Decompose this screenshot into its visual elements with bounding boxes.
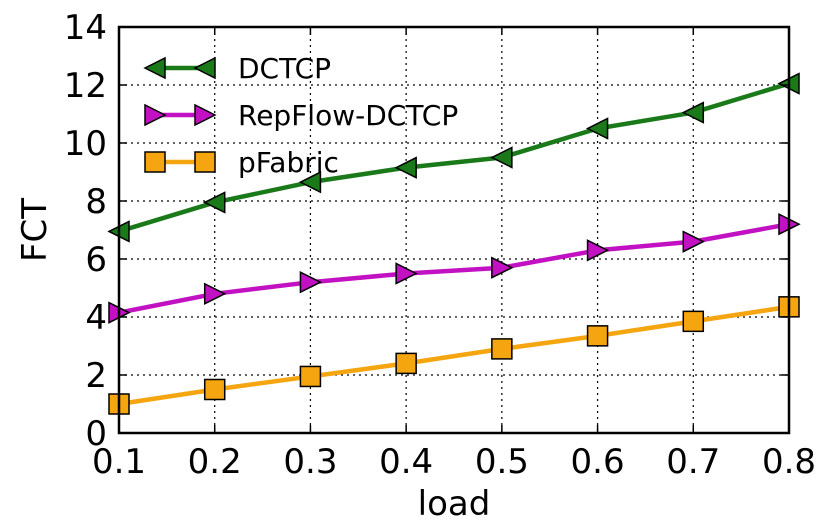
data-point-pfabric: [395, 352, 417, 375]
series-line-pfabric: [118, 304, 790, 407]
series-dctcp: [107, 72, 800, 243]
ticks: 0.1 0.2 0.3 0.4 0.5 0.6 0.7 0.8 0 2 4 6 8 10 12 14: [64, 8, 816, 482]
series-line-repflow-dctcp: [118, 221, 790, 315]
data-point-dctcp: [203, 191, 226, 214]
data-point-dctcp: [585, 117, 609, 140]
y-tick-label: 14: [64, 8, 107, 48]
legend-marker: [193, 56, 216, 80]
data-point-dctcp: [490, 146, 513, 169]
y-tick-label: 6: [85, 240, 107, 280]
data-point-pfabric: [586, 325, 609, 347]
y-tick-label: 4: [85, 298, 107, 338]
series-repflow-dctcp: [108, 212, 801, 324]
data-point-pfabric: [682, 310, 705, 333]
legend-marker: [194, 103, 217, 127]
data-point-dctcp: [298, 170, 322, 194]
legend-item-dctcp: DCTCP: [143, 52, 331, 85]
series-line-dctcp: [118, 81, 790, 234]
plot-frame: [117, 25, 791, 435]
data-point-repflow-dctcp: [203, 282, 227, 306]
x-tick-label: 0.3: [283, 442, 337, 482]
legend-label: RepFlow-DCTCP: [238, 99, 458, 132]
x-axis-label: load: [418, 484, 491, 522]
x-tick-label: 0.5: [475, 442, 529, 482]
data-point-pfabric: [491, 338, 513, 360]
y-tick-label: 2: [85, 356, 107, 396]
x-tick-label: 0.7: [666, 442, 720, 482]
legend-marker: [143, 56, 166, 80]
y-tick-label: 0: [85, 414, 107, 454]
x-tick-label: 0.4: [379, 442, 433, 482]
data-point-pfabric: [299, 365, 322, 388]
legend-marker: [144, 103, 167, 127]
legend: DCTCP RepFlow-DCTCP pFabric: [143, 52, 458, 179]
grid: [118, 26, 790, 434]
y-axis-label: FCT: [15, 198, 55, 262]
legend-item-pfabric: pFabric: [144, 146, 339, 179]
legend-label: pFabric: [238, 146, 339, 179]
series-group: [107, 72, 801, 415]
data-point-repflow-dctcp: [395, 262, 418, 285]
y-tick-label: 10: [64, 124, 107, 164]
data-point-pfabric: [203, 378, 226, 401]
x-tick-label: 0.1: [92, 442, 146, 482]
legend-item-repflow-dctcp: RepFlow-DCTCP: [144, 99, 458, 132]
data-point-repflow-dctcp: [491, 256, 514, 279]
data-point-dctcp: [681, 101, 705, 124]
y-tick-label: 8: [85, 182, 107, 222]
legend-marker: [144, 151, 166, 173]
series-pfabric: [108, 296, 800, 415]
legend-marker: [194, 151, 216, 173]
legend-label: DCTCP: [238, 52, 331, 85]
data-point-repflow-dctcp: [586, 239, 610, 262]
x-tick-label: 0.6: [571, 442, 625, 482]
y-tick-label: 12: [64, 66, 107, 106]
data-point-repflow-dctcp: [299, 270, 323, 294]
data-point-repflow-dctcp: [682, 230, 705, 253]
data-point-dctcp: [394, 156, 417, 179]
x-tick-label: 0.8: [762, 442, 816, 482]
x-tick-label: 0.2: [188, 442, 242, 482]
